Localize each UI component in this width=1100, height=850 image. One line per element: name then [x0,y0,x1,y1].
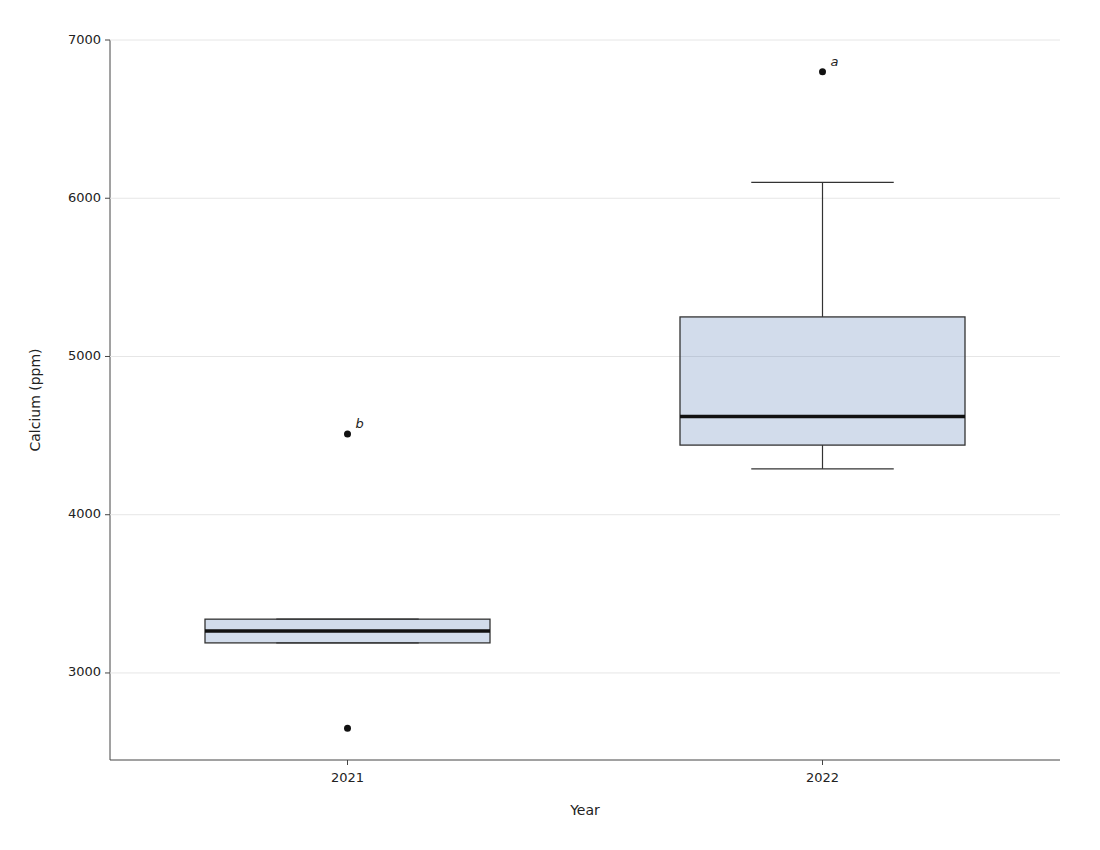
outlier [344,431,351,438]
median [680,415,965,419]
box-group [680,68,965,469]
x-tick [822,760,823,765]
outlier [344,725,351,732]
y-tick-label: 7000 [68,32,101,47]
grid-line [110,672,1060,673]
plot-area [205,68,965,732]
x-tick-label: 2021 [331,770,364,785]
y-tick-label: 6000 [68,190,101,205]
y-tick-label: 5000 [68,348,101,363]
outlier-label: b [356,416,364,431]
whisker-high [822,182,823,317]
outlier-label: a [831,54,839,69]
x-tick-label: 2022 [806,770,839,785]
y-tick [105,514,110,515]
box [680,317,965,445]
y-axis: 3000 4000 5000 6000 7000 [68,32,1060,761]
cap-low [751,468,894,469]
annotations: ba [356,54,839,431]
median [205,629,490,633]
x-tick [347,760,348,765]
grid-line [110,198,1060,199]
x-axis-label: Year [569,802,600,818]
grid-line [110,40,1060,41]
box [205,619,490,643]
chart-container: 3000 4000 5000 6000 7000 2021 2022 Year Calcium … [0,0,1100,850]
box-group [205,431,490,732]
chart-svg: 3000 4000 5000 6000 7000 2021 2022 Year Calcium … [0,0,1100,850]
y-axis-label: Calcium (ppm) [27,348,43,451]
grid-line [110,514,1060,515]
cap-high [751,182,894,183]
x-axis: 2021 2022 [110,760,1060,785]
page: {"chart_data": {"type": "box", "xlabel":… [0,0,1100,850]
whisker-low [822,445,823,469]
y-tick-label: 4000 [68,506,101,521]
y-tick [105,40,110,41]
y-axis-line [110,40,111,760]
y-tick [105,672,110,673]
y-tick [105,356,110,357]
x-axis-line [110,760,1060,761]
y-tick [105,198,110,199]
y-tick-label: 3000 [68,664,101,679]
outlier [819,68,826,75]
